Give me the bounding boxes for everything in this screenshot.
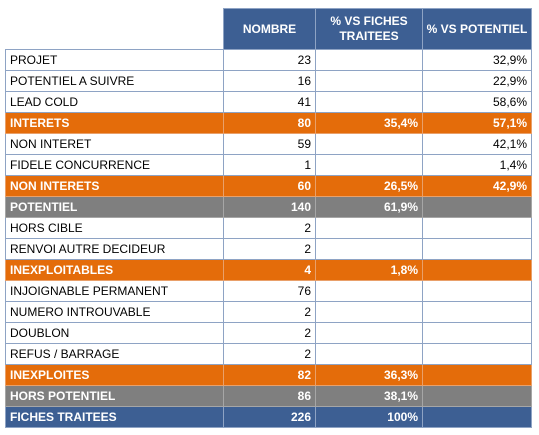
- row-label: PROJET: [5, 49, 224, 71]
- row-pct-potentiel: [422, 280, 532, 302]
- row-label: FICHES TRAITEES: [5, 406, 224, 428]
- row-nombre: 59: [223, 133, 316, 155]
- table-row: DOUBLON 2: [5, 322, 532, 344]
- row-pct-potentiel: [422, 364, 532, 386]
- row-pct-potentiel: [422, 301, 532, 323]
- row-pct-fiches-traitees: 100%: [315, 406, 423, 428]
- row-pct-potentiel: [422, 406, 532, 428]
- table-row: HORS CIBLE 2: [5, 217, 532, 239]
- row-label: INTERETS: [5, 112, 224, 134]
- row-pct-potentiel: [422, 238, 532, 260]
- table-row-subtotal: INEXPLOITABLES 4 1,8%: [5, 259, 532, 281]
- row-pct-fiches-traitees: [315, 322, 423, 344]
- row-label: DOUBLON: [5, 322, 224, 344]
- row-pct-fiches-traitees: [315, 49, 423, 71]
- row-pct-potentiel: 42,1%: [422, 133, 532, 155]
- row-nombre: 226: [223, 406, 316, 428]
- row-pct-fiches-traitees: [315, 280, 423, 302]
- header-pct-potentiel: % VS POTENTIEL: [422, 8, 532, 50]
- row-pct-fiches-traitees: [315, 343, 423, 365]
- table-row: INJOIGNABLE PERMANENT 76: [5, 280, 532, 302]
- table-row: NON INTERET 59 42,1%: [5, 133, 532, 155]
- row-nombre: 2: [223, 301, 316, 323]
- header-row: NOMBRE % VS FICHES TRAITEES % VS POTENTI…: [5, 8, 532, 50]
- row-nombre: 41: [223, 91, 316, 113]
- row-pct-potentiel: 32,9%: [422, 49, 532, 71]
- row-pct-fiches-traitees: 38,1%: [315, 385, 423, 407]
- row-nombre: 2: [223, 322, 316, 344]
- row-label: POTENTIEL A SUIVRE: [5, 70, 224, 92]
- row-nombre: 16: [223, 70, 316, 92]
- table-row-total: POTENTIEL 140 61,9%: [5, 196, 532, 218]
- row-nombre: 76: [223, 280, 316, 302]
- table-row: RENVOI AUTRE DECIDEUR 2: [5, 238, 532, 260]
- row-pct-fiches-traitees: [315, 70, 423, 92]
- row-label: NON INTERETS: [5, 175, 224, 197]
- table-row-subtotal: INEXPLOITES 82 36,3%: [5, 364, 532, 386]
- row-pct-fiches-traitees: [315, 238, 423, 260]
- row-label: INEXPLOITES: [5, 364, 224, 386]
- table-body: PROJET 23 32,9% POTENTIEL A SUIVRE 16 22,9% LE…: [5, 49, 532, 428]
- row-pct-fiches-traitees: [315, 217, 423, 239]
- row-label: RENVOI AUTRE DECIDEUR: [5, 238, 224, 260]
- row-label: HORS CIBLE: [5, 217, 224, 239]
- row-label: HORS POTENTIEL: [5, 385, 224, 407]
- row-label: FIDELE CONCURRENCE: [5, 154, 224, 176]
- row-nombre: 60: [223, 175, 316, 197]
- row-nombre: 23: [223, 49, 316, 71]
- row-nombre: 140: [223, 196, 316, 218]
- row-nombre: 1: [223, 154, 316, 176]
- row-pct-fiches-traitees: 61,9%: [315, 196, 423, 218]
- row-label: INEXPLOITABLES: [5, 259, 224, 281]
- header-nombre: NOMBRE: [223, 8, 316, 50]
- row-label: REFUS / BARRAGE: [5, 343, 224, 365]
- results-table: NOMBRE % VS FICHES TRAITEES % VS POTENTI…: [5, 8, 532, 428]
- row-pct-fiches-traitees: 1,8%: [315, 259, 423, 281]
- row-pct-potentiel: [422, 385, 532, 407]
- row-pct-fiches-traitees: 35,4%: [315, 112, 423, 134]
- row-nombre: 82: [223, 364, 316, 386]
- row-label: NUMERO INTROUVABLE: [5, 301, 224, 323]
- row-pct-potentiel: 22,9%: [422, 70, 532, 92]
- row-pct-potentiel: 58,6%: [422, 91, 532, 113]
- table-row: REFUS / BARRAGE 2: [5, 343, 532, 365]
- row-pct-potentiel: [422, 322, 532, 344]
- table-row: LEAD COLD 41 58,6%: [5, 91, 532, 113]
- row-label: NON INTERET: [5, 133, 224, 155]
- row-label: POTENTIEL: [5, 196, 224, 218]
- row-pct-potentiel: 57,1%: [422, 112, 532, 134]
- table-row: NUMERO INTROUVABLE 2: [5, 301, 532, 323]
- table-row-subtotal: NON INTERETS 60 26,5% 42,9%: [5, 175, 532, 197]
- row-nombre: 2: [223, 343, 316, 365]
- row-pct-potentiel: [422, 217, 532, 239]
- row-pct-potentiel: [422, 196, 532, 218]
- row-pct-fiches-traitees: 36,3%: [315, 364, 423, 386]
- row-label: LEAD COLD: [5, 91, 224, 113]
- table-row: PROJET 23 32,9%: [5, 49, 532, 71]
- header-pct-fiches-traitees: % VS FICHES TRAITEES: [315, 8, 423, 50]
- row-label: INJOIGNABLE PERMANENT: [5, 280, 224, 302]
- row-pct-fiches-traitees: [315, 301, 423, 323]
- row-pct-fiches-traitees: [315, 133, 423, 155]
- row-pct-potentiel: [422, 259, 532, 281]
- row-pct-fiches-traitees: [315, 91, 423, 113]
- row-nombre: 86: [223, 385, 316, 407]
- row-pct-potentiel: [422, 343, 532, 365]
- row-pct-fiches-traitees: [315, 154, 423, 176]
- table-row-total: FICHES TRAITEES 226 100%: [5, 406, 532, 428]
- table-row-subtotal: INTERETS 80 35,4% 57,1%: [5, 112, 532, 134]
- row-pct-potentiel: 42,9%: [422, 175, 532, 197]
- header-label-cell: [5, 8, 224, 50]
- table-row: POTENTIEL A SUIVRE 16 22,9%: [5, 70, 532, 92]
- table-row-total: HORS POTENTIEL 86 38,1%: [5, 385, 532, 407]
- row-nombre: 80: [223, 112, 316, 134]
- row-pct-fiches-traitees: 26,5%: [315, 175, 423, 197]
- table-row: FIDELE CONCURRENCE 1 1,4%: [5, 154, 532, 176]
- row-nombre: 2: [223, 217, 316, 239]
- row-nombre: 4: [223, 259, 316, 281]
- row-nombre: 2: [223, 238, 316, 260]
- row-pct-potentiel: 1,4%: [422, 154, 532, 176]
